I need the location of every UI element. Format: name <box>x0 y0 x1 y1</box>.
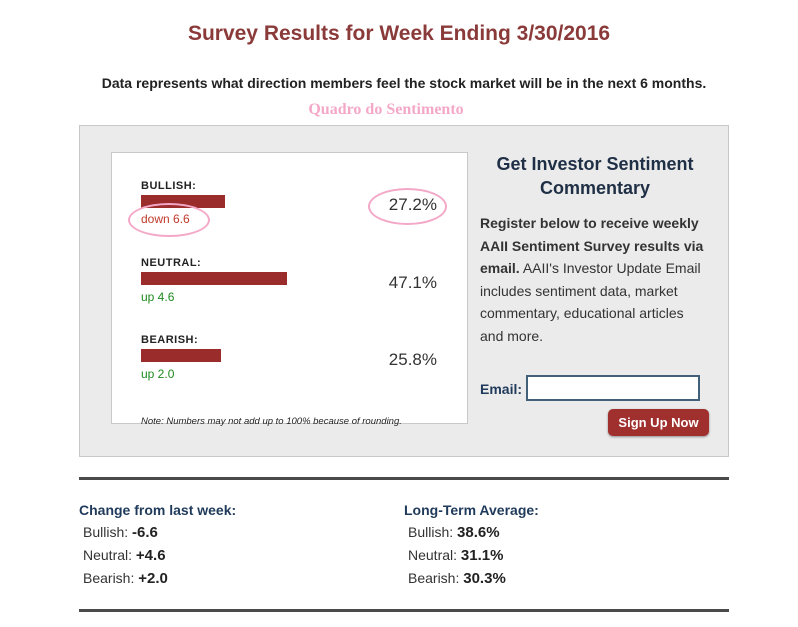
divider-bottom <box>79 609 729 612</box>
page-subtitle: Data represents what direction members f… <box>101 75 707 91</box>
bearish-percent: 25.8% <box>388 350 437 369</box>
change-bearish: Bearish: +2.0 <box>83 570 168 587</box>
neutral-percent: 47.1% <box>388 273 437 292</box>
bearish-bar <box>141 349 221 362</box>
bearish-change: up 2.0 <box>141 367 175 381</box>
sign-up-button[interactable]: Sign Up Now <box>608 409 709 436</box>
email-label: Email: <box>480 381 523 397</box>
change-heading: Change from last week: <box>79 502 237 518</box>
highlight-ellipse-percent <box>368 188 447 225</box>
change-neutral: Neutral: +4.6 <box>83 547 166 564</box>
neutral-change: up 4.6 <box>141 290 175 304</box>
bullish-label: BULLISH: <box>141 180 197 192</box>
average-bullish: Bullish: 38.6% <box>408 524 500 541</box>
signup-description: Register below to receive weekly AAII Se… <box>480 212 706 347</box>
page-title: Survey Results for Week Ending 3/30/2016 <box>187 22 611 45</box>
rounding-note: Note: Numbers may not add up to 100% bec… <box>141 416 402 427</box>
average-heading: Long-Term Average: <box>404 502 539 518</box>
signup-title: Get Investor Sentiment Commentary <box>496 154 694 198</box>
divider-top <box>79 477 729 480</box>
signup-bold-text: Register below to receive weekly AAII Se… <box>480 215 704 276</box>
annotation-label: Quadro do Sentimento <box>308 101 464 118</box>
neutral-bar <box>141 272 287 285</box>
signup-body-text: AAII's Investor Update Email includes se… <box>480 260 701 344</box>
email-field[interactable] <box>526 375 700 401</box>
change-bullish: Bullish: -6.6 <box>83 524 158 541</box>
neutral-label: NEUTRAL: <box>141 257 202 269</box>
bearish-label: BEARISH: <box>141 334 199 346</box>
sentiment-box: BULLISH: down 6.6 27.2% NEUTRAL: up 4.6 … <box>111 152 468 427</box>
average-bearish: Bearish: 30.3% <box>408 570 506 587</box>
average-neutral: Neutral: 31.1% <box>408 547 504 564</box>
highlight-ellipse-change <box>128 203 210 237</box>
sentiment-panel: BULLISH: down 6.6 27.2% NEUTRAL: up 4.6 … <box>79 125 729 457</box>
